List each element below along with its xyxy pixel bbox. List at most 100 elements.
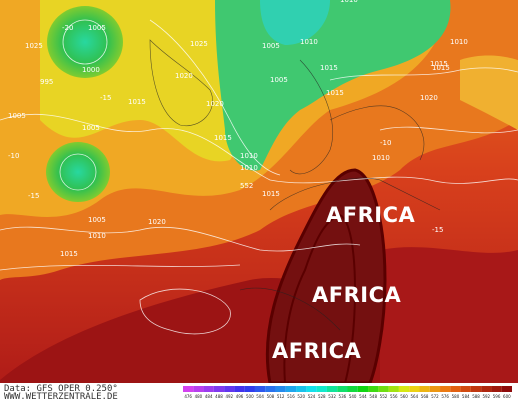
legend-label: 512 xyxy=(277,394,285,399)
isobar-label: 1010 xyxy=(300,38,318,46)
isobar-label: 1000 xyxy=(82,66,100,74)
legend-swatch xyxy=(203,386,214,392)
legend-label: 588 xyxy=(472,394,480,399)
isobar-label: 1020 xyxy=(420,94,438,102)
legend-label: 600 xyxy=(503,394,511,399)
legend-swatch xyxy=(213,386,225,392)
isobar-label: 1020 xyxy=(206,100,224,108)
isobar-label: 1015 xyxy=(128,98,146,106)
legend-label: 480 xyxy=(195,394,203,399)
map-background xyxy=(0,0,518,385)
isobar-labels: 1005100099510051025102010151005102010151… xyxy=(8,0,468,258)
isobar-label: 1025 xyxy=(25,42,43,50)
region-label: AFRICA xyxy=(326,203,415,227)
legend-swatch xyxy=(450,386,461,392)
isobar-label: -10 xyxy=(380,139,391,147)
legend-label: 492 xyxy=(225,394,233,399)
isobar-label: 1005 xyxy=(270,76,288,84)
legend-label: 484 xyxy=(205,394,213,399)
legend-swatch xyxy=(265,386,276,392)
legend-swatch xyxy=(326,386,338,392)
coastlines xyxy=(149,39,441,331)
isobar-label: 1015 xyxy=(60,250,78,258)
legend-swatch xyxy=(481,386,492,392)
legend-swatch xyxy=(285,386,297,392)
legend-label: 560 xyxy=(400,394,408,399)
legend-label: 580 xyxy=(452,394,460,399)
legend-label: 576 xyxy=(441,394,449,399)
legend-label: 508 xyxy=(267,394,275,399)
legend-swatch xyxy=(501,386,512,392)
isobar-label: 1015 xyxy=(214,134,232,142)
legend-label: 572 xyxy=(431,394,439,399)
legend-label: 496 xyxy=(236,394,244,399)
legend-label: 552 xyxy=(380,394,388,399)
legend-swatch xyxy=(440,386,451,392)
site-text: WWW.WETTERZENTRALE.DE xyxy=(4,392,118,400)
legend-label: 564 xyxy=(411,394,419,399)
legend-swatch xyxy=(460,386,471,392)
isobar-label: 1010 xyxy=(372,154,390,162)
isobar-label: -15 xyxy=(28,192,39,200)
legend-swatch xyxy=(409,386,420,392)
isobar-label: 1010 xyxy=(450,38,468,46)
legend-swatch xyxy=(429,386,441,392)
legend-swatch xyxy=(347,386,358,392)
isobar-label: 1015 xyxy=(430,60,448,68)
legend-label: 536 xyxy=(339,394,347,399)
legend-label: 524 xyxy=(308,394,316,399)
isobar-label: -20 xyxy=(62,24,73,32)
isobar-label: 1005 xyxy=(88,24,106,32)
legend-swatch xyxy=(183,386,194,392)
legend-swatch xyxy=(368,386,379,392)
legend-label: 500 xyxy=(246,394,254,399)
legend-label: 532 xyxy=(328,394,336,399)
legend-label: 584 xyxy=(462,394,470,399)
isobar-label: 995 xyxy=(40,78,53,86)
isobar-label: 1005 xyxy=(262,42,280,50)
isobar-label: -10 xyxy=(8,152,19,160)
legend-label: 488 xyxy=(215,394,223,399)
color-legend: 476 480 484 488 492 496 500 504 508 512 516 520 524 5… xyxy=(183,386,512,399)
isobar-label: 1005 xyxy=(8,112,26,120)
legend-label: 476 xyxy=(184,394,192,399)
legend-swatch xyxy=(254,386,266,392)
isobar-label: 1015 xyxy=(262,190,280,198)
legend-swatch xyxy=(275,386,286,392)
region-label: AFRICA xyxy=(272,339,361,363)
isobar-label: 552 xyxy=(240,182,253,190)
legend-swatch xyxy=(224,386,235,392)
legend-swatch xyxy=(337,386,348,392)
legend-label: 528 xyxy=(318,394,326,399)
legend-label: 540 xyxy=(349,394,357,399)
legend-swatch xyxy=(398,386,410,392)
legend-swatch xyxy=(378,386,389,392)
legend-swatch xyxy=(234,386,245,392)
isobar-label: 1020 xyxy=(148,218,166,226)
isobars xyxy=(0,19,518,335)
legend-label: 516 xyxy=(287,394,295,399)
legend-swatch xyxy=(244,386,255,392)
isobar-label: -15 xyxy=(432,226,443,234)
isobar-label: 1020 xyxy=(175,72,193,80)
isobar-label: 1010 xyxy=(240,152,258,160)
region-labels: AFRICA AFRICA AFRICA xyxy=(272,203,415,363)
isobar-label: 1010 xyxy=(240,164,258,172)
legend-swatch xyxy=(388,386,399,392)
legend-label: 548 xyxy=(369,394,377,399)
legend-label: 592 xyxy=(482,394,490,399)
source-text: Data: GFS OPER 0.250° xyxy=(4,384,118,394)
region-label: AFRICA xyxy=(312,283,401,307)
isobar-label: 1010 xyxy=(340,0,358,4)
legend-swatch xyxy=(193,386,204,392)
isobar-label: 1010 xyxy=(88,232,106,240)
isobar-label: 1005 xyxy=(88,216,106,224)
legend-label: 544 xyxy=(359,394,367,399)
legend-swatch xyxy=(357,386,369,392)
isobar-label: 1015 xyxy=(432,64,450,72)
legend-label: 556 xyxy=(390,394,398,399)
legend-label: 504 xyxy=(256,394,264,399)
isobar-label: 1015 xyxy=(320,64,338,72)
isobar-label: 1005 xyxy=(82,124,100,132)
